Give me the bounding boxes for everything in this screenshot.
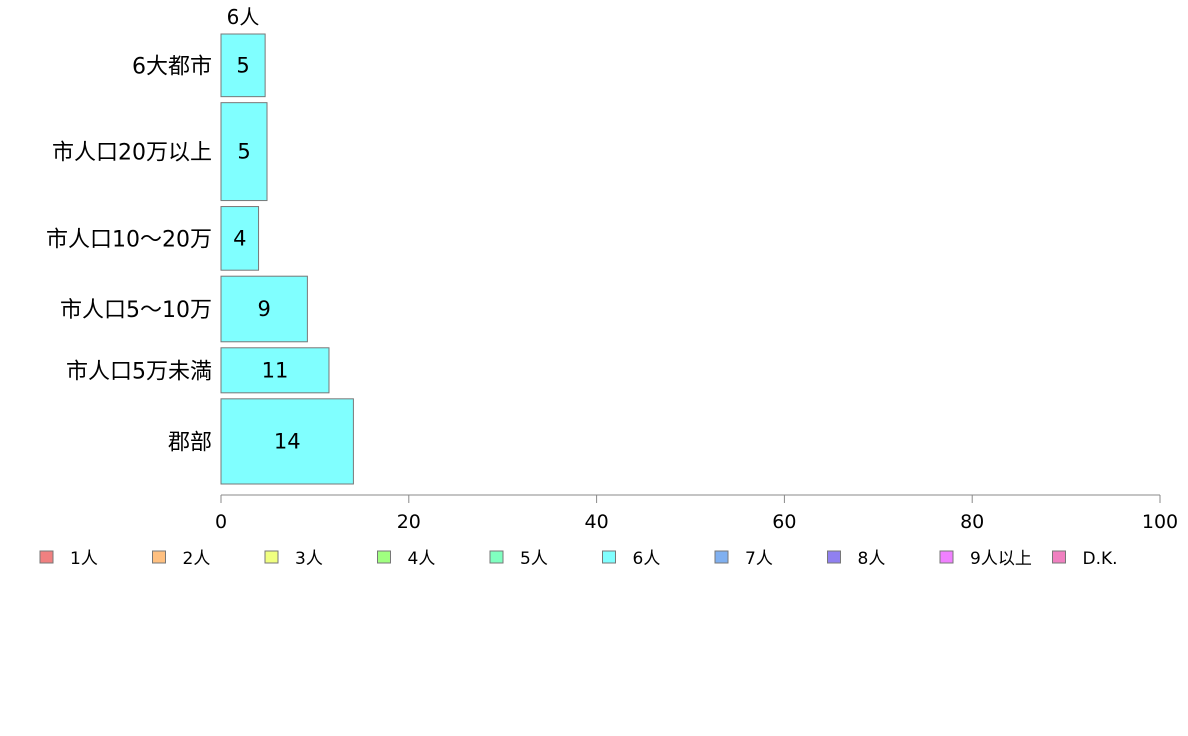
legend-swatch	[39, 550, 54, 564]
legend-label: 9人以上	[970, 549, 1032, 569]
bar-4-0	[220, 347, 330, 394]
bar-5-0	[220, 398, 354, 485]
legend-swatch	[714, 550, 729, 564]
legend: 1人 2人 3人 4人 5人 6人 7人 8人 9人以上 D.K.	[39, 549, 1118, 569]
x-tick-label: 80	[960, 511, 984, 533]
legend-swatch	[264, 550, 279, 564]
bar-value-label: 14	[274, 429, 301, 453]
bars: 5 5 4 9 11 14	[220, 33, 354, 485]
legend-label: 2人	[183, 549, 211, 569]
bar-value-label: 5	[237, 140, 250, 164]
legend-swatch	[377, 550, 391, 564]
category-label: 市人口20万以上	[52, 141, 212, 166]
bar-1-0	[220, 102, 268, 202]
legend-swatch	[152, 550, 166, 564]
legend-label: 3人	[295, 549, 323, 569]
x-tick-label: 100	[1142, 511, 1178, 533]
x-axis: 0 20 40 60 80 100	[215, 494, 1178, 533]
legend-swatch	[602, 550, 616, 564]
category-label: 6大都市	[132, 54, 212, 79]
category-label: 市人口10〜20万	[46, 227, 212, 252]
bar-value-label: 11	[262, 358, 289, 382]
x-tick-label: 40	[585, 511, 609, 533]
x-tick-label: 60	[772, 511, 796, 533]
bar-value-label: 4	[233, 226, 246, 250]
legend-label: 8人	[858, 549, 886, 569]
legend-swatch	[489, 550, 504, 564]
x-tick-label: 20	[397, 511, 421, 533]
bar-2-0	[220, 206, 260, 271]
legend-label: 4人	[408, 549, 436, 569]
x-tick-label: 0	[215, 511, 227, 533]
bar-3-0	[220, 275, 308, 343]
legend-label: 5人	[520, 549, 548, 569]
legend-swatch	[939, 550, 954, 564]
legend-swatch	[1052, 550, 1066, 564]
series-title-group: 6人	[227, 5, 260, 29]
category-label: 市人口5万未満	[66, 359, 212, 384]
legend-label: 7人	[745, 549, 773, 569]
bar-value-label: 5	[236, 53, 249, 77]
bar-value-label: 9	[258, 297, 271, 321]
legend-label: D.K.	[1083, 549, 1118, 569]
category-label: 市人口5〜10万	[60, 298, 212, 323]
bar-0-0	[220, 33, 266, 98]
category-label: 郡部	[168, 430, 212, 455]
legend-swatch	[827, 550, 841, 564]
legend-label: 6人	[633, 549, 661, 569]
series-title: 6人	[227, 5, 260, 29]
legend-label: 1人	[70, 549, 98, 569]
